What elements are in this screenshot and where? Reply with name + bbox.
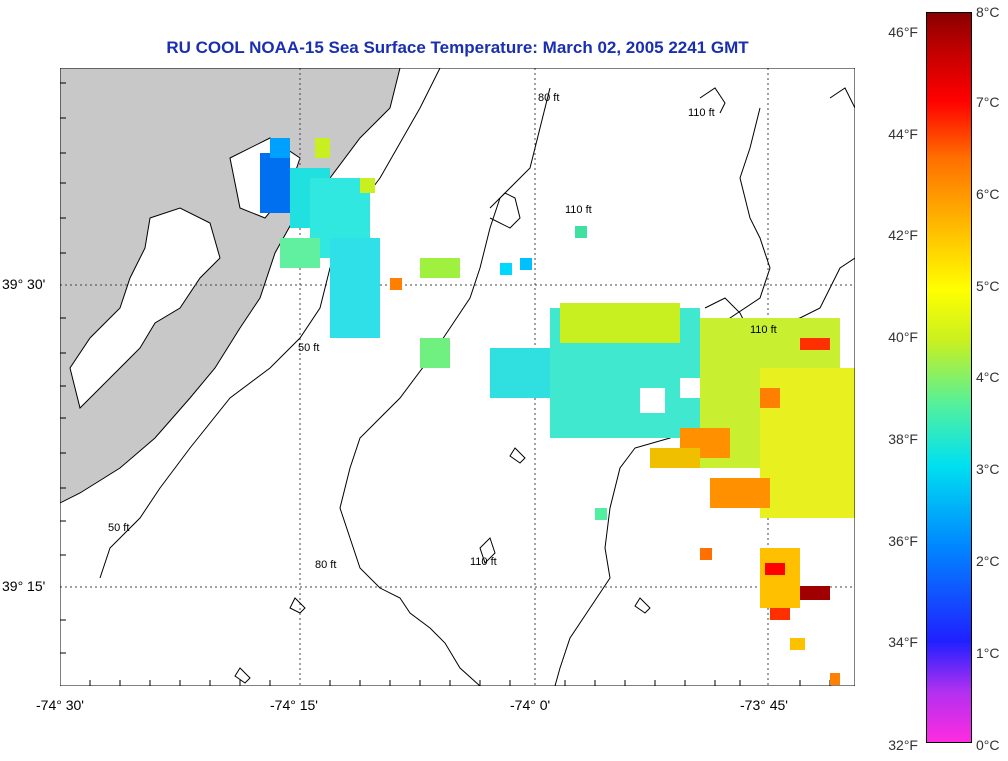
frame-ticks: [60, 82, 831, 686]
temperature-colorbar: [926, 12, 972, 743]
cb-f-34: 34°F: [888, 634, 918, 650]
cb-f-46: 46°F: [888, 24, 918, 40]
contour-label-110-c: 110 ft: [750, 324, 777, 336]
cb-c-1: 1°C: [976, 645, 1000, 661]
x-tick-1: -74° 30': [36, 697, 84, 713]
cb-c-2: 2°C: [976, 553, 1000, 569]
cb-f-40: 40°F: [888, 329, 918, 345]
cb-c-3: 3°C: [976, 461, 1000, 477]
map-title: RU COOL NOAA-15 Sea Surface Temperature:…: [166, 38, 749, 57]
y-tick-2: 39° 15': [2, 578, 46, 594]
cb-c-5: 5°C: [976, 278, 1000, 294]
x-tick-2: -74° 15': [270, 697, 318, 713]
cb-f-36: 36°F: [888, 533, 918, 549]
contour-label-110-d: 110 ft: [565, 204, 592, 216]
x-tick-4: -73° 45': [740, 697, 788, 713]
contour-label-110: 110 ft: [688, 107, 715, 119]
cb-f-32: 32°F: [888, 737, 918, 753]
contour-label-80: 80 ft: [315, 559, 336, 571]
contour-label-80-b: 80 ft: [538, 92, 559, 104]
cb-c-0: 0°C: [976, 737, 1000, 753]
cb-f-38: 38°F: [888, 431, 918, 447]
cb-c-8: 8°C: [976, 4, 1000, 20]
cb-c-4: 4°C: [976, 369, 1000, 385]
contour-label-50-b: 50 ft: [108, 522, 129, 534]
cb-c-7: 7°C: [976, 94, 1000, 110]
contour-label-50: 50 ft: [298, 342, 319, 354]
bay-water: [69, 207, 221, 409]
x-tick-3: -74° 0': [510, 697, 551, 713]
y-tick-1: 39° 30': [2, 276, 46, 292]
cb-f-42: 42°F: [888, 227, 918, 243]
cb-f-44: 44°F: [888, 126, 918, 142]
contour-label-110-b: 110 ft: [470, 556, 497, 568]
cb-c-6: 6°C: [976, 186, 1000, 202]
map-area: 50 ft 50 ft 80 ft 80 ft 110 ft 110 ft 11…: [60, 68, 855, 686]
sst-pixels: [260, 138, 855, 685]
